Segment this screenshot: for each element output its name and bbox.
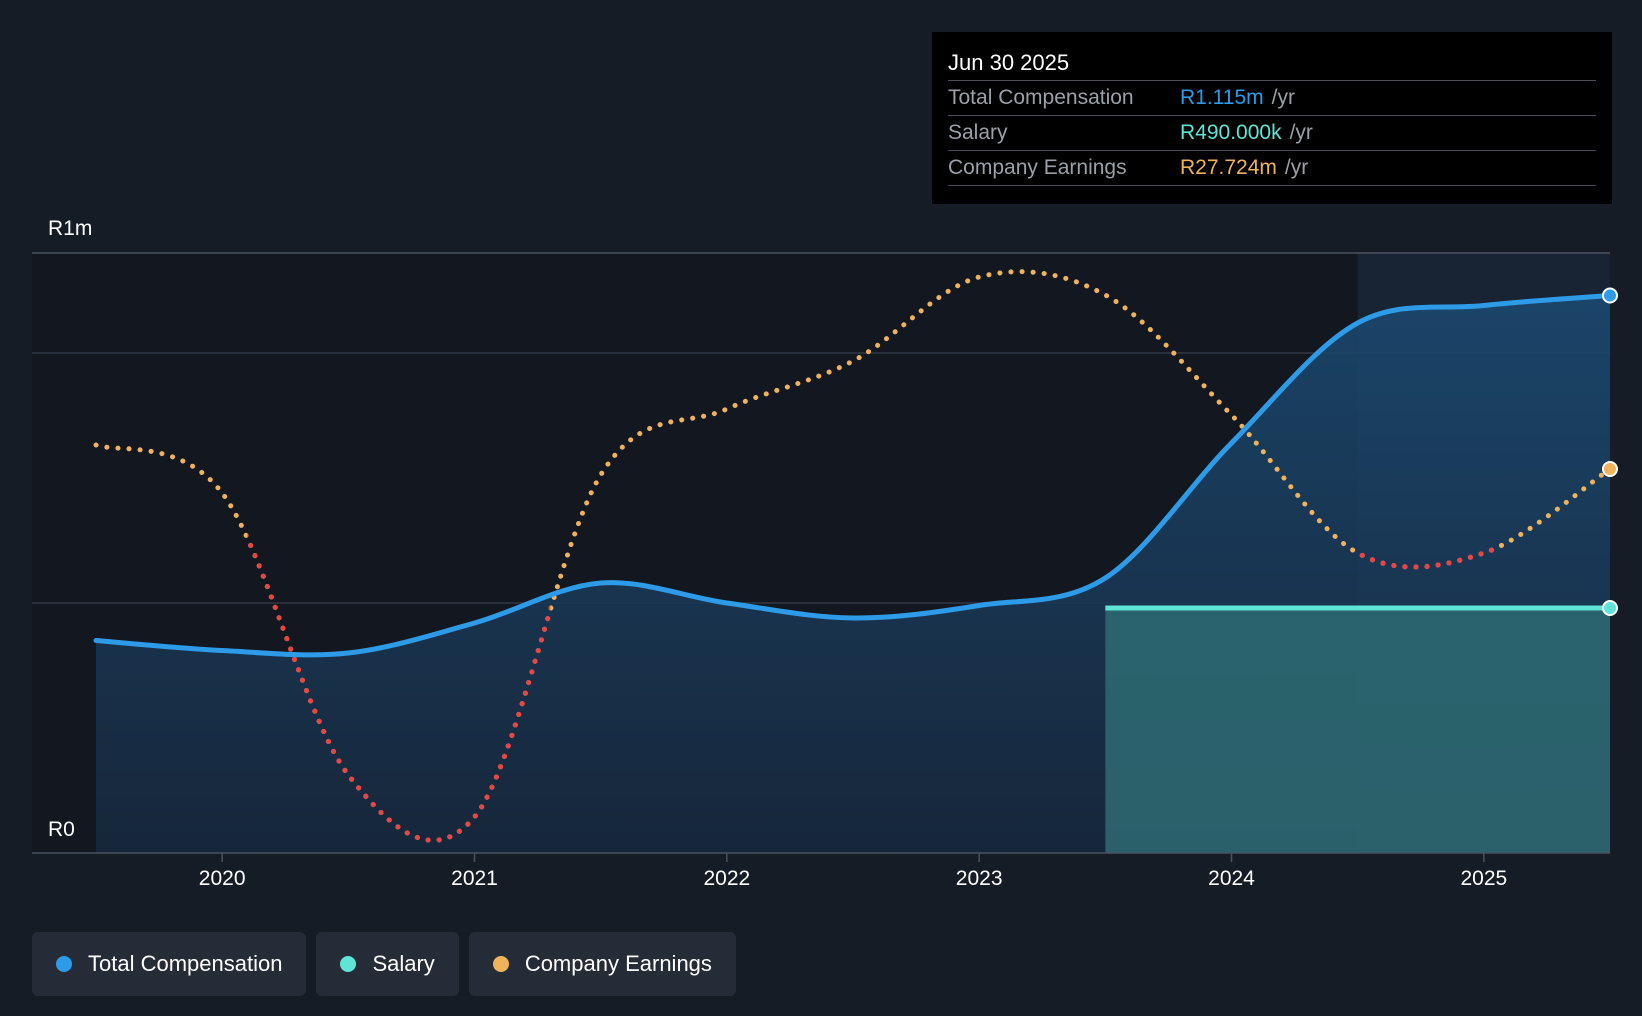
legend-label: Company Earnings bbox=[524, 951, 712, 976]
tooltip-date: Jun 30 2025 bbox=[948, 50, 1070, 75]
x-tick-label: 2020 bbox=[199, 867, 246, 890]
tooltip-label: Salary bbox=[948, 121, 1008, 144]
legend-item-total-compensation[interactable]: Total Compensation bbox=[32, 932, 307, 996]
tooltip-unit: /yr bbox=[1289, 121, 1313, 144]
earnings-end-marker bbox=[1602, 461, 1618, 477]
x-axis-ticks: 2020 2021 2022 2023 2024 2025 bbox=[199, 853, 1507, 890]
legend-dot-icon bbox=[56, 956, 72, 972]
legend-item-salary[interactable]: Salary bbox=[316, 932, 459, 996]
legend-label: Total Compensation bbox=[88, 951, 283, 976]
legend-dot-icon bbox=[492, 956, 509, 972]
x-tick-label: 2024 bbox=[1208, 867, 1255, 890]
total-compensation-line bbox=[93, 293, 1613, 658]
tooltip: Jun 30 2025 Total Compensation R1.115m /… bbox=[932, 32, 1612, 204]
salary-area bbox=[1105, 608, 1610, 853]
legend-dot-icon bbox=[340, 956, 357, 972]
tooltip-label: Total Compensation bbox=[948, 86, 1134, 109]
tooltip-value: R27.724m bbox=[1180, 156, 1277, 179]
legend: Total Compensation Salary Company Earnin… bbox=[32, 932, 736, 996]
legend-item-company-earnings[interactable]: Company Earnings bbox=[468, 932, 736, 996]
x-tick-label: 2023 bbox=[956, 867, 1003, 890]
x-tick-label: 2022 bbox=[703, 867, 750, 890]
tooltip-unit: /yr bbox=[1284, 156, 1309, 179]
tooltip-label: Company Earnings bbox=[948, 156, 1127, 179]
x-tick-label: 2025 bbox=[1460, 867, 1507, 890]
salary-end-marker bbox=[1602, 600, 1618, 616]
total-end-marker bbox=[1602, 287, 1618, 304]
legend-label: Salary bbox=[372, 951, 435, 976]
y-axis-top-label: R1m bbox=[48, 217, 92, 240]
tooltip-unit: /yr bbox=[1271, 86, 1295, 109]
tooltip-value: R1.115m bbox=[1180, 86, 1264, 109]
tooltip-row-earnings: Company Earnings R27.724m /yr bbox=[948, 150, 1596, 186]
end-markers bbox=[1602, 287, 1618, 616]
y-axis-bottom-label: R0 bbox=[48, 818, 75, 841]
x-tick-label: 2021 bbox=[451, 867, 498, 890]
tooltip-value: R490.000k bbox=[1180, 121, 1282, 144]
tooltip-row-total: Total Compensation R1.115m /yr bbox=[948, 80, 1596, 115]
tooltip-row-salary: Salary R490.000k /yr bbox=[948, 115, 1596, 150]
